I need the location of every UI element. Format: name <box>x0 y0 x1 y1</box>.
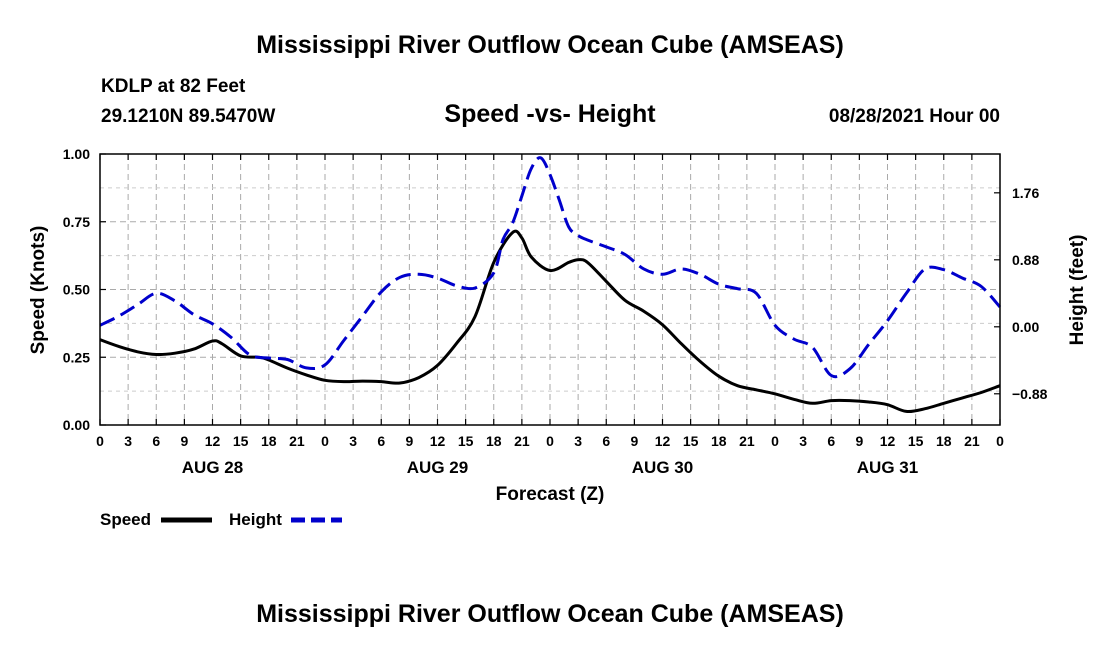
x-tick-label: 6 <box>377 433 385 449</box>
page-title-bottom: Mississippi River Outflow Ocean Cube (AM… <box>256 600 844 628</box>
x-tick-label: 9 <box>405 433 413 449</box>
x-tick-label: 12 <box>880 433 896 449</box>
y-tick-label-left: 0.00 <box>63 417 90 433</box>
x-tick-label: 21 <box>289 433 305 449</box>
x-tick-label: 18 <box>486 433 502 449</box>
x-date-label: AUG 28 <box>182 458 243 477</box>
x-tick-label: 15 <box>458 433 474 449</box>
x-tick-label: 21 <box>964 433 980 449</box>
x-tick-label: 21 <box>739 433 755 449</box>
x-tick-label: 3 <box>574 433 582 449</box>
x-tick-label: 3 <box>124 433 132 449</box>
y-tick-label-right: 0.88 <box>1012 252 1039 268</box>
axis-ticks: 0 3 6 9 12 15 18 21 0 3 6 9 12 15 18 21 0 3 6 9 12 15 18 21 0 3 6 9… <box>63 146 1048 477</box>
x-tick-label: 9 <box>855 433 863 449</box>
x-tick-label: 0 <box>546 433 554 449</box>
x-tick-label: 18 <box>711 433 727 449</box>
x-tick-label: 0 <box>96 433 104 449</box>
speed-series-line <box>99 229 1001 414</box>
forecast-datetime: 08/28/2021 Hour 00 <box>828 106 1000 127</box>
x-tick-label: 21 <box>514 433 530 449</box>
x-tick-label: 3 <box>349 433 357 449</box>
legend-speed-label: Speed <box>100 510 151 529</box>
y-tick-label-right: 0.00 <box>1012 319 1039 335</box>
y-tick-label-left: 1.00 <box>63 146 90 162</box>
x-tick-label: 12 <box>655 433 671 449</box>
x-tick-label: 0 <box>996 433 1004 449</box>
y-tick-label-left: 0.75 <box>63 214 90 230</box>
height-series-line <box>99 156 1002 379</box>
x-tick-label: 18 <box>936 433 952 449</box>
x-tick-label: 9 <box>630 433 638 449</box>
legend-height-label: Height <box>229 510 282 529</box>
x-date-label: AUG 30 <box>632 458 693 477</box>
x-tick-label: 12 <box>430 433 446 449</box>
x-tick-label: 3 <box>799 433 807 449</box>
legend: Speed Height <box>100 510 342 529</box>
grid-lines <box>100 154 1000 425</box>
x-tick-label: 12 <box>205 433 221 449</box>
x-axis-label: Forecast (Z) <box>496 484 605 505</box>
series-lines <box>99 156 1002 414</box>
x-tick-label: 6 <box>602 433 610 449</box>
x-tick-label: 6 <box>827 433 835 449</box>
y-tick-label-left: 0.50 <box>63 282 90 298</box>
y-tick-label-left: 0.25 <box>63 349 90 365</box>
x-tick-label: 15 <box>233 433 249 449</box>
y-tick-label-right: 1.76 <box>1012 185 1039 201</box>
x-tick-label: 15 <box>683 433 699 449</box>
chart-title: Speed -vs- Height <box>444 100 656 128</box>
x-date-label: AUG 29 <box>407 458 468 477</box>
x-tick-label: 6 <box>152 433 160 449</box>
y-tick-label-right: −0.88 <box>1012 386 1048 402</box>
y-axis-label-left: Speed (Knots) <box>28 226 49 355</box>
x-tick-label: 9 <box>180 433 188 449</box>
x-tick-label: 0 <box>321 433 329 449</box>
y-axis-label-right: Height (feet) <box>1067 235 1088 346</box>
x-tick-label: 15 <box>908 433 924 449</box>
page-title-top: Mississippi River Outflow Ocean Cube (AM… <box>256 31 844 59</box>
x-tick-label: 18 <box>261 433 277 449</box>
x-date-label: AUG 31 <box>857 458 918 477</box>
x-tick-label: 0 <box>771 433 779 449</box>
station-label: KDLP at 82 Feet <box>101 76 246 97</box>
station-coordinates: 29.1210N 89.5470W <box>101 106 276 127</box>
